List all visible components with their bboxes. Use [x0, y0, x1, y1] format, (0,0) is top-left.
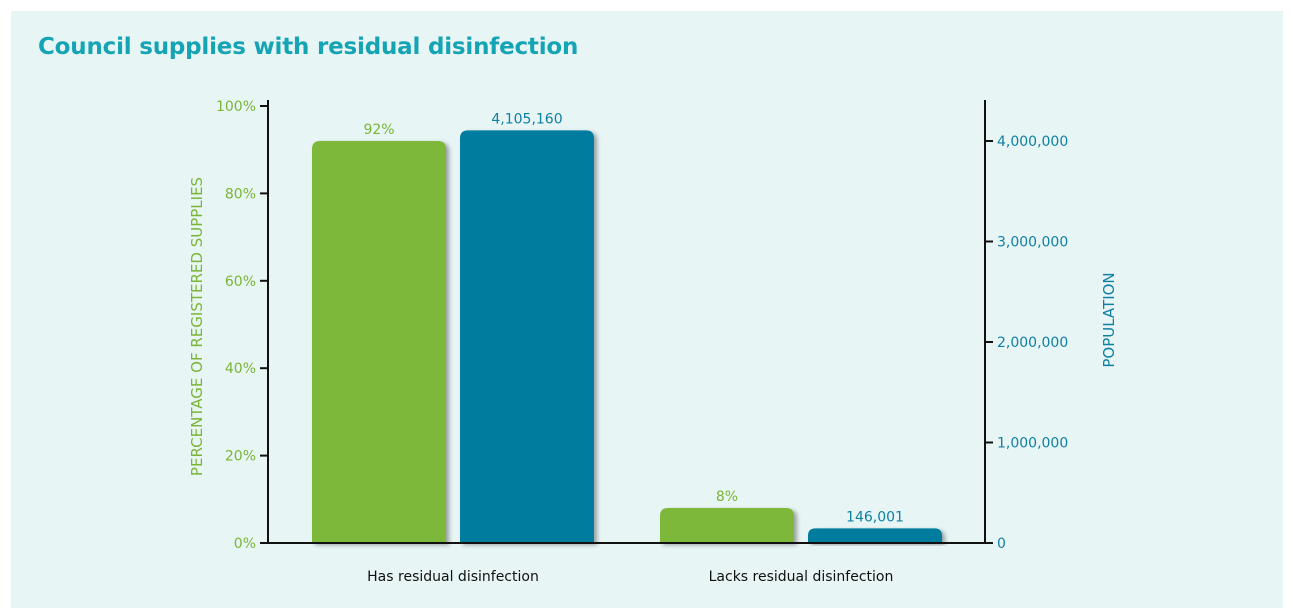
left-tick-label: 40% — [225, 361, 256, 377]
bar-percent-lacks — [660, 508, 794, 543]
data-label-population-has: 4,105,160 — [491, 111, 562, 127]
right-axis-title: POPULATION — [1100, 272, 1118, 367]
data-label-percent-lacks: 8% — [716, 489, 738, 505]
left-tick-label: 100% — [216, 99, 256, 115]
bar-population-has — [460, 130, 594, 543]
left-tick-label: 80% — [225, 186, 256, 202]
bar-population-lacks — [808, 528, 942, 543]
bars-group — [312, 130, 942, 543]
axes-group — [260, 100, 993, 544]
right-tick-label: 4,000,000 — [997, 134, 1068, 150]
labels-group: 92% 4,105,160 Has residual disinfection 8% 1… — [188, 99, 1118, 585]
right-tick-label: 2,000,000 — [997, 335, 1068, 351]
right-tick-label: 1,000,000 — [997, 436, 1068, 452]
right-tick-label: 0 — [997, 536, 1006, 552]
right-tick-label: 3,000,000 — [997, 235, 1068, 251]
category-label-has: Has residual disinfection — [367, 569, 539, 585]
data-label-population-lacks: 146,001 — [846, 509, 904, 525]
bar-percent-has — [312, 140, 446, 543]
left-tick-label: 20% — [225, 449, 256, 465]
chart-title: Council supplies with residual disinfect… — [38, 34, 579, 60]
left-tick-label: 60% — [225, 274, 256, 290]
left-axis-title: PERCENTAGE OF REGISTERED SUPPLIES — [188, 177, 206, 476]
chart-panel — [11, 11, 1283, 608]
left-tick-label: 0% — [234, 536, 256, 552]
data-label-percent-has: 92% — [363, 122, 394, 138]
category-label-lacks: Lacks residual disinfection — [709, 569, 894, 585]
